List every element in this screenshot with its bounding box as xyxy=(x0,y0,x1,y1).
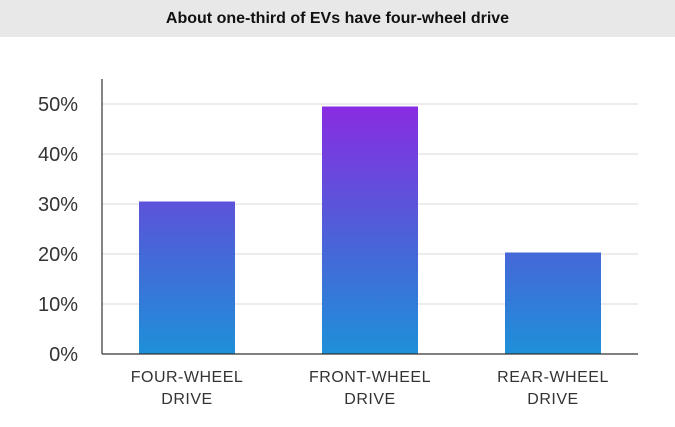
chart-title-bar: About one-third of EVs have four-wheel d… xyxy=(0,0,675,37)
bar xyxy=(139,201,235,354)
x-category-label: DRIVE xyxy=(161,391,212,408)
bar-chart: 0% 10% 20% 30% 40% 50% FOUR-WHEEL DRIVE FRONT-WH… xyxy=(38,79,638,408)
chart-title: About one-third of EVs have four-wheel d… xyxy=(165,9,510,27)
x-category-label: REAR-WHEEL xyxy=(497,369,609,386)
x-category-label: DRIVE xyxy=(344,391,395,408)
x-category-label: FRONT-WHEEL xyxy=(309,369,431,386)
x-category-label: DRIVE xyxy=(527,391,578,408)
bars xyxy=(139,106,601,354)
bar xyxy=(505,252,601,354)
y-tick-label: 20% xyxy=(38,244,78,266)
y-tick-label: 30% xyxy=(38,194,78,216)
y-tick-label: 0% xyxy=(49,344,78,366)
bar xyxy=(322,106,418,354)
y-tick-label: 50% xyxy=(38,94,78,116)
labels: 0% 10% 20% 30% 40% 50% FOUR-WHEEL DRIVE FRONT-WH… xyxy=(38,94,609,408)
y-tick-label: 40% xyxy=(38,144,78,166)
x-category-label: FOUR-WHEEL xyxy=(131,369,244,386)
axes xyxy=(101,79,638,355)
y-tick-label: 10% xyxy=(38,294,78,316)
